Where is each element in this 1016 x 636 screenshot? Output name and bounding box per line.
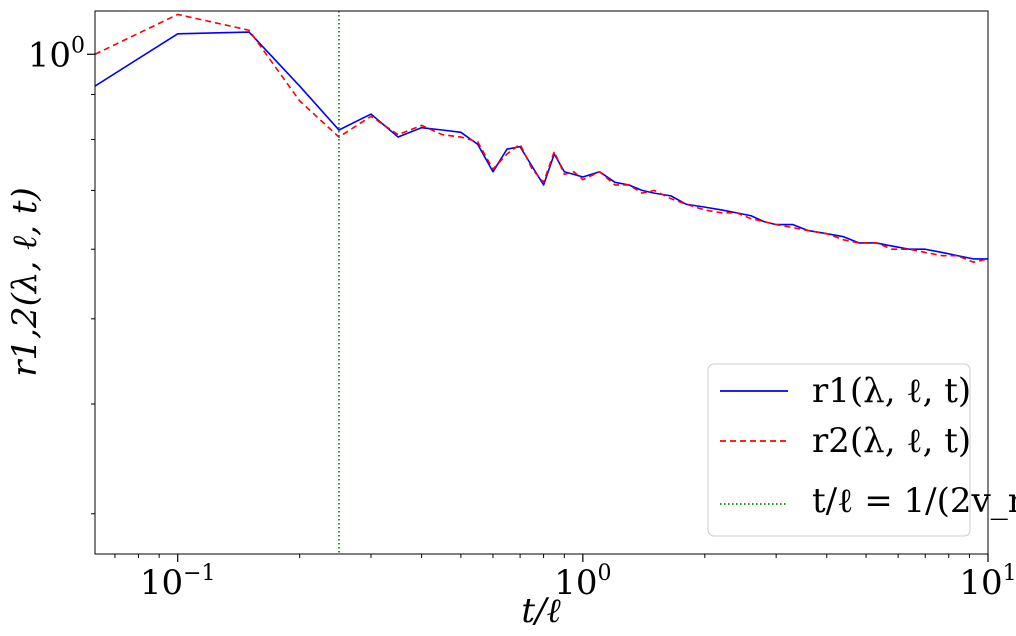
plot-frame — [94, 10, 989, 555]
legend: r1(λ, ℓ, t) r2(λ, ℓ, t) t/ℓ = 1/(2v_max) — [707, 363, 1016, 537]
x-tick-label: 10−1 — [140, 561, 216, 603]
y-tick-label: 100 — [28, 33, 85, 75]
y-axis-label-text: r1,2(λ, ℓ, t) — [5, 187, 45, 376]
series-layer — [95, 11, 988, 554]
legend-box — [707, 363, 971, 537]
legend-label-r2: r2(λ, ℓ, t) — [812, 421, 971, 461]
legend-label-vline: t/ℓ = 1/(2v_max) — [812, 481, 1016, 521]
x-axis-label: t/ℓ — [521, 591, 560, 631]
series-line-2 — [95, 13, 988, 263]
legend-label-r1: r1(λ, ℓ, t) — [812, 371, 971, 411]
axis-ticks: 10−1 100 101 100 — [28, 33, 1016, 603]
x-tick-label: 101 — [959, 561, 1016, 603]
x-tick-label: 100 — [554, 561, 611, 603]
y-axis-label: r1,2(λ, ℓ, t) — [5, 187, 45, 376]
